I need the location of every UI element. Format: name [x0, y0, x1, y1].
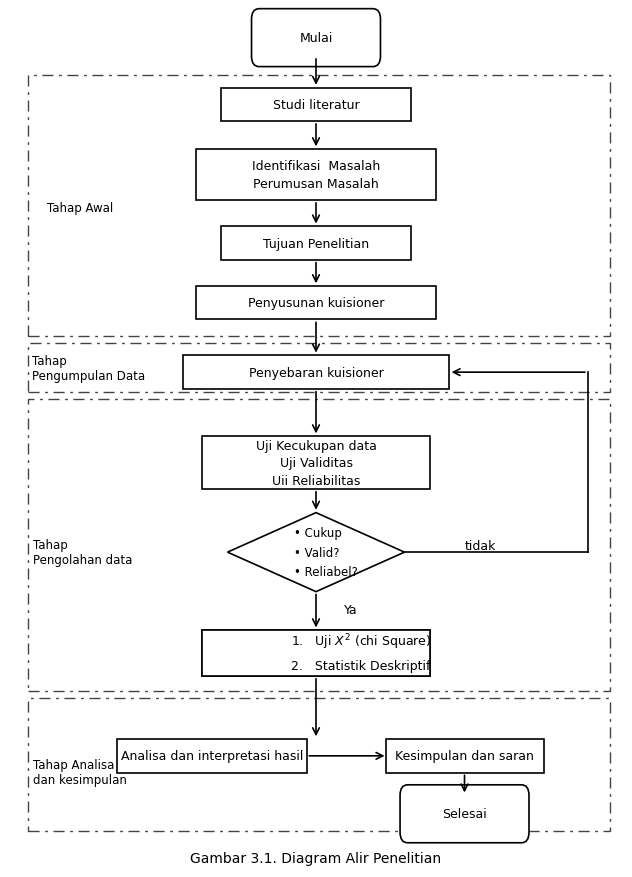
- Text: • Reliabel?: • Reliabel?: [294, 566, 358, 578]
- Text: Tahap Awal: Tahap Awal: [47, 203, 114, 215]
- Text: Uji Kecukupan data: Uji Kecukupan data: [255, 439, 377, 452]
- Text: Kesimpulan dan saran: Kesimpulan dan saran: [395, 750, 534, 762]
- Text: Tahap
Pengolahan data: Tahap Pengolahan data: [33, 538, 132, 567]
- Bar: [202, 437, 430, 489]
- Bar: [196, 150, 436, 201]
- Text: • Valid?: • Valid?: [294, 546, 339, 559]
- Text: Tahap Analisa
dan kesimpulan: Tahap Analisa dan kesimpulan: [33, 758, 127, 786]
- Text: Penyebaran kuisioner: Penyebaran kuisioner: [248, 367, 384, 379]
- Bar: [183, 356, 449, 389]
- Text: Perumusan Masalah: Perumusan Masalah: [253, 178, 379, 190]
- Text: 1.   Uji $\it{X}^2$ (chi Square): 1. Uji $\it{X}^2$ (chi Square): [291, 631, 431, 651]
- Bar: [202, 631, 430, 676]
- Bar: [202, 631, 430, 676]
- Text: Analisa dan interpretasi hasil: Analisa dan interpretasi hasil: [121, 750, 303, 762]
- Text: tidak: tidak: [465, 539, 496, 552]
- Text: Gambar 3.1. Diagram Alir Penelitian: Gambar 3.1. Diagram Alir Penelitian: [190, 851, 442, 865]
- Bar: [28, 698, 610, 831]
- Text: • Cukup: • Cukup: [294, 527, 342, 539]
- Text: Selesai: Selesai: [442, 808, 487, 820]
- Text: Studi literatur: Studi literatur: [272, 99, 360, 111]
- Text: 1. Uji $X^2$ (chi Square): 1. Uji $X^2$ (chi Square): [245, 635, 387, 654]
- Text: Ya: Ya: [344, 603, 358, 616]
- Bar: [221, 89, 411, 122]
- Bar: [386, 739, 544, 773]
- Text: Tujuan Penelitian: Tujuan Penelitian: [263, 238, 369, 250]
- Text: Uii Reliabilitas: Uii Reliabilitas: [272, 474, 360, 487]
- Bar: [221, 227, 411, 260]
- Text: Uji Validitas: Uji Validitas: [279, 457, 353, 469]
- Bar: [117, 739, 307, 773]
- Bar: [28, 400, 610, 691]
- Bar: [28, 344, 610, 393]
- Polygon shape: [228, 513, 404, 592]
- Bar: [196, 287, 436, 320]
- Text: 2.   Statistik Deskriptif: 2. Statistik Deskriptif: [291, 660, 430, 672]
- FancyBboxPatch shape: [252, 10, 380, 68]
- Text: Penyusunan kuisioner: Penyusunan kuisioner: [248, 297, 384, 310]
- Text: Mulai: Mulai: [300, 32, 332, 45]
- Text: Identifikasi  Masalah: Identifikasi Masalah: [252, 160, 380, 173]
- Bar: [28, 75, 610, 337]
- Text: 2. Statistik Deskriptif: 2. Statistik Deskriptif: [246, 656, 386, 668]
- Text: Tahap
Pengumpulan Data: Tahap Pengumpulan Data: [32, 354, 145, 382]
- FancyBboxPatch shape: [400, 785, 529, 843]
